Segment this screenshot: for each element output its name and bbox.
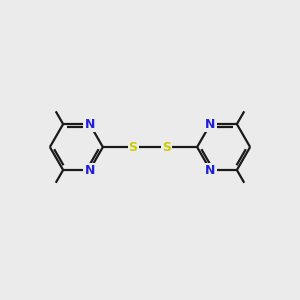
Text: S: S	[128, 141, 137, 154]
Text: N: N	[85, 164, 95, 176]
Text: N: N	[205, 164, 215, 176]
Text: N: N	[85, 118, 95, 130]
Text: S: S	[163, 141, 172, 154]
Text: N: N	[205, 118, 215, 130]
